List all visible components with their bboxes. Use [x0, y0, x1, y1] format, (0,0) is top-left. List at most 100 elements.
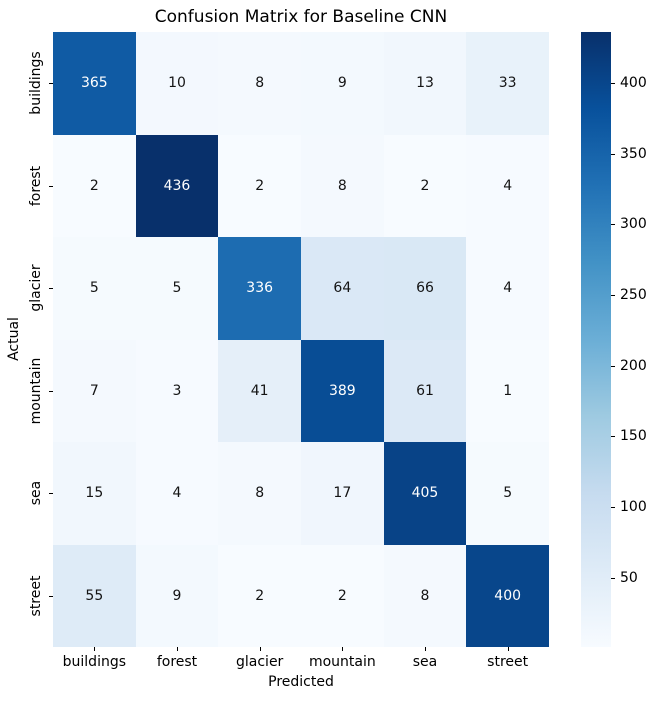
- cell-value: 3: [172, 382, 182, 399]
- cell-value: 64: [333, 280, 352, 297]
- heatmap-cell-street-sea: 8: [383, 544, 467, 647]
- y-tick-mark: [49, 493, 53, 495]
- x-tick-label-glacier: glacier: [236, 654, 284, 670]
- colorbar-tick-mark: [611, 365, 615, 367]
- cell-value: 4: [172, 485, 182, 502]
- cell-value: 15: [85, 485, 104, 502]
- heatmap-cell-buildings-buildings: 365: [53, 32, 136, 135]
- heatmap-cell-sea-buildings: 15: [53, 442, 136, 545]
- heatmap-cell-sea-glacier: 8: [218, 442, 301, 545]
- heatmap-cell-forest-sea: 2: [383, 134, 467, 237]
- heatmap-cell-forest-forest: 436: [135, 134, 219, 237]
- cell-value: 41: [250, 382, 269, 399]
- cell-value: 13: [416, 75, 434, 92]
- cell-value: 4: [503, 177, 513, 194]
- x-tick-label-street: street: [487, 654, 529, 670]
- heatmap-cell-sea-mountain: 17: [301, 442, 384, 545]
- cell-value: 9: [337, 75, 347, 92]
- cell-value: 336: [246, 280, 274, 297]
- y-tick-mark: [49, 288, 53, 290]
- cell-value: 4: [503, 280, 513, 297]
- cell-value: 5: [172, 280, 182, 297]
- x-tick-mark: [342, 647, 344, 651]
- cell-value: 8: [420, 587, 430, 604]
- x-tick-mark: [425, 647, 426, 651]
- y-tick-label-mountain: mountain: [28, 357, 44, 425]
- x-tick-label-forest: forest: [156, 654, 198, 670]
- cell-value: 33: [498, 75, 517, 92]
- colorbar-tick-label-300: 300: [620, 216, 647, 233]
- colorbar-tick-mark: [611, 153, 615, 155]
- x-tick-label-sea: sea: [412, 654, 438, 670]
- x-axis-label: Predicted: [268, 674, 334, 690]
- x-tick-mark: [94, 647, 96, 651]
- cell-value: 2: [89, 177, 99, 194]
- heatmap-cell-sea-forest: 4: [135, 442, 219, 545]
- heatmap-cell-street-street: 400: [466, 544, 549, 647]
- heatmap-cell-sea-street: 5: [466, 442, 549, 545]
- cell-value: 8: [255, 485, 265, 502]
- y-tick-mark: [49, 185, 53, 187]
- cell-value: 389: [328, 382, 356, 399]
- heatmap-cell-mountain-buildings: 7: [53, 339, 136, 442]
- cell-value: 9: [172, 587, 182, 604]
- cell-value: 2: [337, 587, 347, 604]
- cell-value: 400: [494, 587, 522, 604]
- cell-value: 8: [255, 75, 265, 92]
- heatmap-cell-glacier-street: 4: [466, 237, 549, 340]
- cell-value: 2: [255, 177, 265, 194]
- colorbar-tick-mark: [611, 224, 615, 226]
- cell-value: 8: [337, 177, 347, 194]
- y-tick-mark: [49, 83, 53, 85]
- y-axis-label: Actual: [6, 317, 22, 361]
- heatmap-cell-sea-sea: 405: [383, 442, 467, 545]
- heatmap-cell-buildings-glacier: 8: [218, 32, 301, 135]
- heatmap-cell-forest-mountain: 8: [301, 134, 384, 237]
- colorbar: [581, 32, 611, 647]
- cell-value: 61: [416, 382, 434, 399]
- x-tick-label-buildings: buildings: [62, 654, 127, 670]
- heatmap-cell-mountain-forest: 3: [135, 339, 219, 442]
- heatmap-cell-glacier-sea: 66: [383, 237, 467, 340]
- colorbar-tick-mark: [611, 577, 615, 579]
- heatmap-cell-street-buildings: 55: [53, 544, 136, 647]
- colorbar-tick-label-150: 150: [620, 428, 647, 445]
- heatmap-cell-mountain-glacier: 41: [218, 339, 301, 442]
- heatmap-plot-area: 365 10 8 9 13 33 2 436 2 8 2 4 5 5 336 64 66 4 7 3 41 389 61 1 1…: [53, 32, 549, 647]
- colorbar-tick-label-100: 100: [620, 499, 647, 516]
- heatmap-cell-buildings-street: 33: [466, 32, 549, 135]
- heatmap-cell-mountain-mountain: 389: [301, 339, 384, 442]
- y-tick-label-buildings: buildings: [28, 51, 44, 115]
- cell-value: 405: [411, 485, 439, 502]
- heatmap-cell-glacier-buildings: 5: [53, 237, 136, 340]
- x-tick-label-mountain: mountain: [308, 654, 376, 670]
- y-tick-mark: [49, 390, 53, 392]
- heatmap-cell-mountain-street: 1: [466, 339, 549, 442]
- colorbar-tick-label-350: 350: [620, 145, 647, 162]
- heatmap-cell-glacier-glacier: 336: [218, 237, 301, 340]
- heatmap-cell-forest-street: 4: [466, 134, 549, 237]
- colorbar-tick-label-200: 200: [620, 357, 647, 374]
- colorbar-tick-mark: [611, 507, 615, 509]
- colorbar-tick-mark: [611, 436, 615, 438]
- cell-value: 55: [85, 587, 104, 604]
- cell-value: 1: [503, 382, 513, 399]
- y-tick-label-sea: sea: [28, 481, 44, 506]
- heatmap-cell-forest-glacier: 2: [218, 134, 301, 237]
- heatmap-cell-buildings-sea: 13: [383, 32, 467, 135]
- y-tick-mark: [49, 595, 53, 597]
- cell-value: 17: [333, 485, 352, 502]
- heatmap-cell-glacier-forest: 5: [135, 237, 219, 340]
- cell-value: 66: [416, 280, 434, 297]
- heatmap-cell-mountain-sea: 61: [383, 339, 467, 442]
- cell-value: 5: [89, 280, 99, 297]
- heatmap-cell-street-mountain: 2: [301, 544, 384, 647]
- x-tick-mark: [259, 647, 261, 651]
- cell-value: 436: [163, 177, 191, 194]
- colorbar-tick-label-250: 250: [620, 286, 647, 303]
- heatmap-cell-glacier-mountain: 64: [301, 237, 384, 340]
- colorbar-tick-mark: [611, 294, 615, 296]
- cell-value: 10: [168, 75, 186, 92]
- colorbar-tick-label-50: 50: [620, 569, 638, 586]
